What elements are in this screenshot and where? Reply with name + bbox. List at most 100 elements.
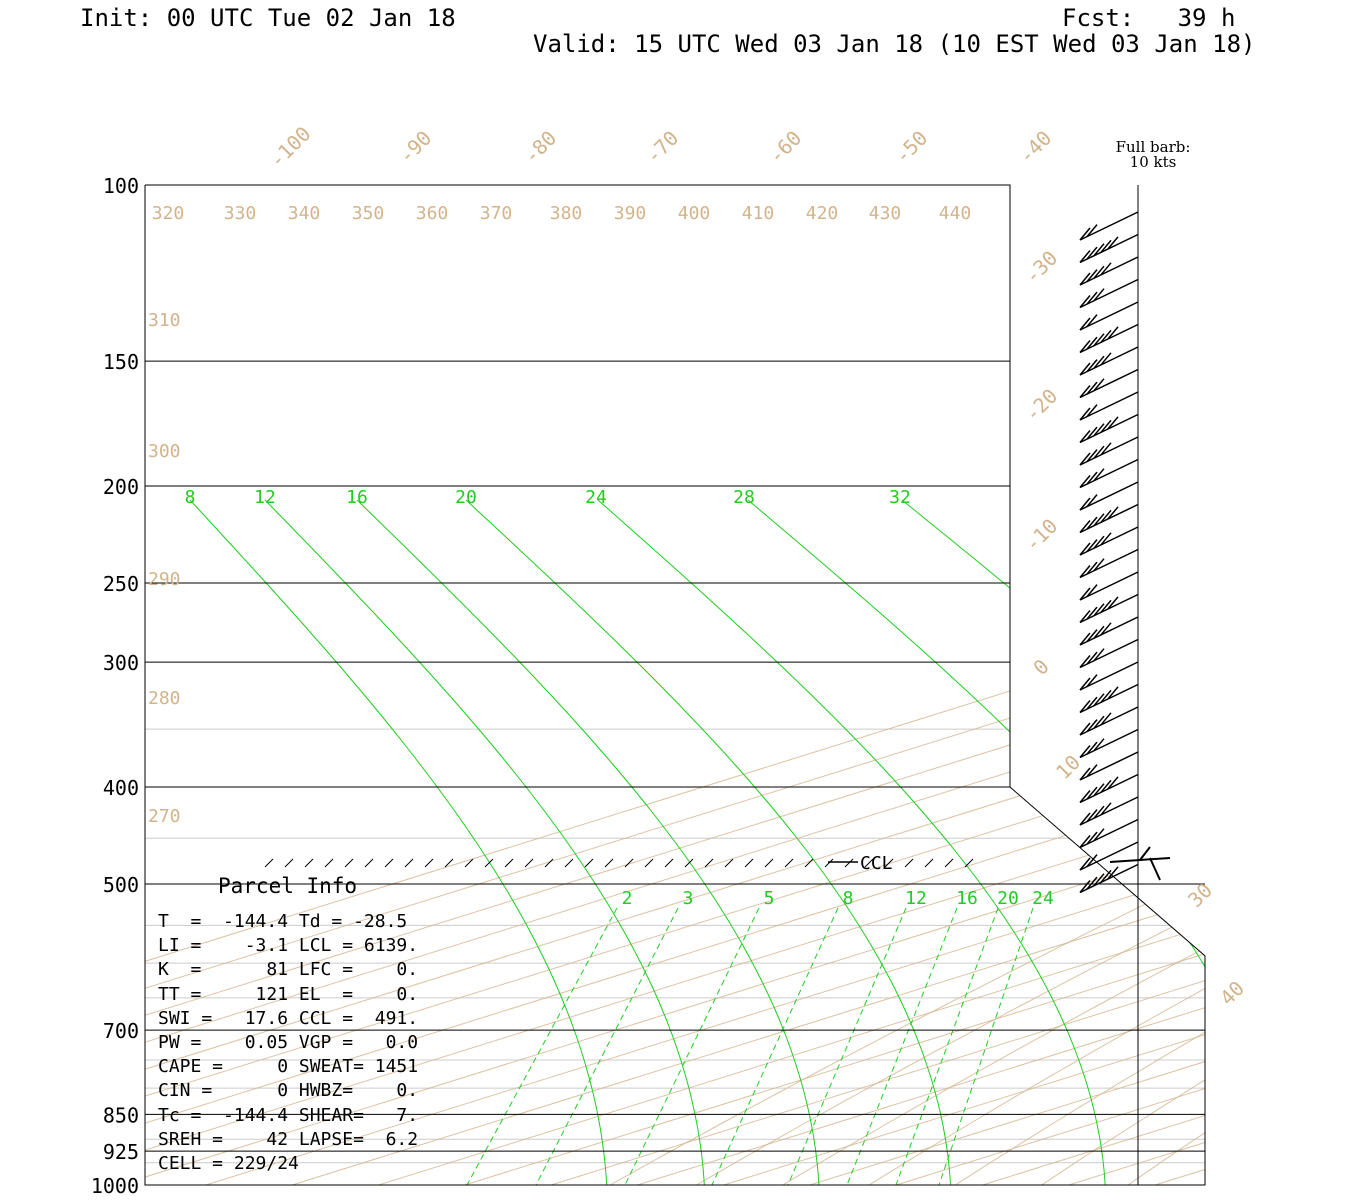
hatch-mark — [304, 858, 314, 868]
theta-e-label: 8 — [185, 487, 196, 508]
wind-barb-flag — [1100, 509, 1112, 523]
theta-label-left: 310 — [148, 310, 181, 331]
isotherm-label: -10 — [1020, 514, 1063, 557]
wind-barb — [1079, 841, 1139, 871]
hatch-mark — [524, 858, 534, 868]
theta-label: 420 — [806, 203, 839, 224]
wind-barb-flag — [1079, 835, 1091, 848]
dry-adiabat — [955, 185, 1205, 1185]
wind-barb-flag — [1100, 802, 1112, 816]
pressure-label-1000: 1000 — [91, 1174, 139, 1198]
moist-adiabat — [597, 499, 1107, 1185]
wind-barb-flag — [1093, 288, 1105, 302]
wind-barb-flag — [1107, 416, 1119, 430]
pressure-label-700: 700 — [103, 1019, 139, 1043]
wind-barb-flag — [1100, 622, 1112, 636]
hatch-mark — [744, 858, 754, 868]
mixing-ratio-label: 16 — [956, 888, 978, 909]
wind-barb-flag — [1086, 831, 1098, 845]
wind-barb-flag — [1086, 471, 1098, 485]
theta-label-left: 290 — [148, 569, 181, 590]
wind-barb-flag — [1079, 610, 1091, 623]
dry-adiabat — [868, 185, 1205, 1185]
wind-barb-flag — [1079, 497, 1091, 511]
hatch-mark — [624, 858, 634, 868]
isotherm-label: 30 — [1183, 878, 1217, 912]
wind-barb-flag — [1093, 355, 1105, 369]
barb-legend-line1: Full barb: — [1115, 138, 1191, 156]
wind-barb-flag — [1093, 805, 1105, 819]
wind-barb-flag — [1107, 236, 1119, 250]
wind-barb-flag — [1086, 606, 1098, 620]
dry-adiabat — [696, 185, 1205, 1185]
wind-barb-flag — [1079, 430, 1091, 443]
isotherm-line — [145, 185, 1205, 1185]
theta-label: 410 — [742, 203, 775, 224]
wind-barb-flag — [1079, 587, 1091, 601]
wind-barb-flag — [1086, 584, 1098, 598]
wind-barb-flag — [1086, 719, 1098, 733]
surface-barb-flag — [1149, 857, 1161, 881]
init-time: Init: 00 UTC Tue 02 Jan 18 — [80, 4, 456, 32]
hatch-mark — [764, 858, 774, 868]
mixing-ratio-line — [466, 907, 618, 1185]
wind-barb — [1079, 368, 1139, 399]
wind-barb-flag — [1107, 686, 1119, 700]
parcel-info-table: T = -144.4 Td = -28.5 LI = -3.1 LCL = 613… — [158, 910, 418, 1176]
wind-barb — [1079, 256, 1139, 286]
wind-barb — [1079, 728, 1139, 759]
wind-barb-flag — [1079, 677, 1091, 691]
wind-barb-flag — [1079, 340, 1091, 353]
wind-barb-flag — [1079, 857, 1091, 871]
wind-barb — [1079, 346, 1139, 376]
barb-legend-line2: 10 kts — [1129, 153, 1177, 171]
theta-label: 320 — [152, 203, 185, 224]
wind-barb — [1079, 323, 1139, 354]
theta-label: 330 — [224, 203, 257, 224]
wind-barb-flag — [1079, 295, 1091, 308]
hatch-mark — [364, 858, 374, 868]
theta-e-label: 20 — [455, 487, 477, 508]
mixing-ratio-line — [787, 907, 907, 1185]
hatch-mark — [284, 858, 294, 868]
hatch-mark — [544, 858, 554, 868]
wind-barb-flag — [1086, 516, 1098, 530]
parcel-info-row: SWI = 17.6 CCL = 491. — [158, 1007, 419, 1029]
dry-adiabat — [782, 185, 1205, 1185]
wind-barb-flag — [1086, 809, 1098, 823]
wind-barb-flag — [1079, 452, 1091, 466]
mixing-ratio-label: 5 — [764, 888, 775, 909]
wind-barb-shaft — [1079, 706, 1139, 736]
isotherm-line — [145, 185, 1205, 1185]
mixing-ratio-line — [895, 907, 999, 1185]
isotherm-line — [982, 185, 1205, 1185]
wind-barb-flag — [1086, 426, 1098, 440]
moist-adiabat — [465, 499, 952, 1185]
wind-barb-flag — [1093, 738, 1105, 752]
hatch-mark — [864, 858, 874, 868]
wind-barb-flag — [1086, 336, 1098, 350]
isotherm-label: 0 — [1028, 654, 1053, 679]
theta-label: 350 — [352, 203, 385, 224]
barb-legend: Full barb: 10 kts — [1098, 140, 1208, 170]
mixing-ratio-label: 8 — [843, 888, 854, 909]
dry-adiabat — [1214, 185, 1350, 1185]
wind-barb-flag — [1100, 329, 1112, 343]
wind-barb — [1079, 593, 1139, 624]
wind-barb-flag — [1093, 265, 1105, 279]
wind-barb-flag — [1086, 359, 1098, 373]
hatch-mark — [924, 858, 934, 868]
isotherm-line — [145, 185, 1205, 1185]
isotherm-line — [550, 185, 1205, 1185]
parcel-info-row: Tc = -144.4 SHEAR= 7. — [158, 1104, 419, 1126]
wind-barb-flag — [1093, 873, 1105, 887]
surface-wind-barb — [1109, 846, 1171, 881]
pressure-label-500: 500 — [103, 873, 139, 897]
wind-barb-flag — [1079, 767, 1091, 781]
wind-barb-flag — [1093, 625, 1105, 639]
mixing-ratio-label: 24 — [1032, 888, 1054, 909]
isotherm-line — [145, 185, 1205, 1185]
wind-barb-flag — [1093, 513, 1105, 527]
theta-label-left: 300 — [148, 441, 181, 462]
forecast-hour: Fcst: 39 h — [1062, 4, 1236, 32]
